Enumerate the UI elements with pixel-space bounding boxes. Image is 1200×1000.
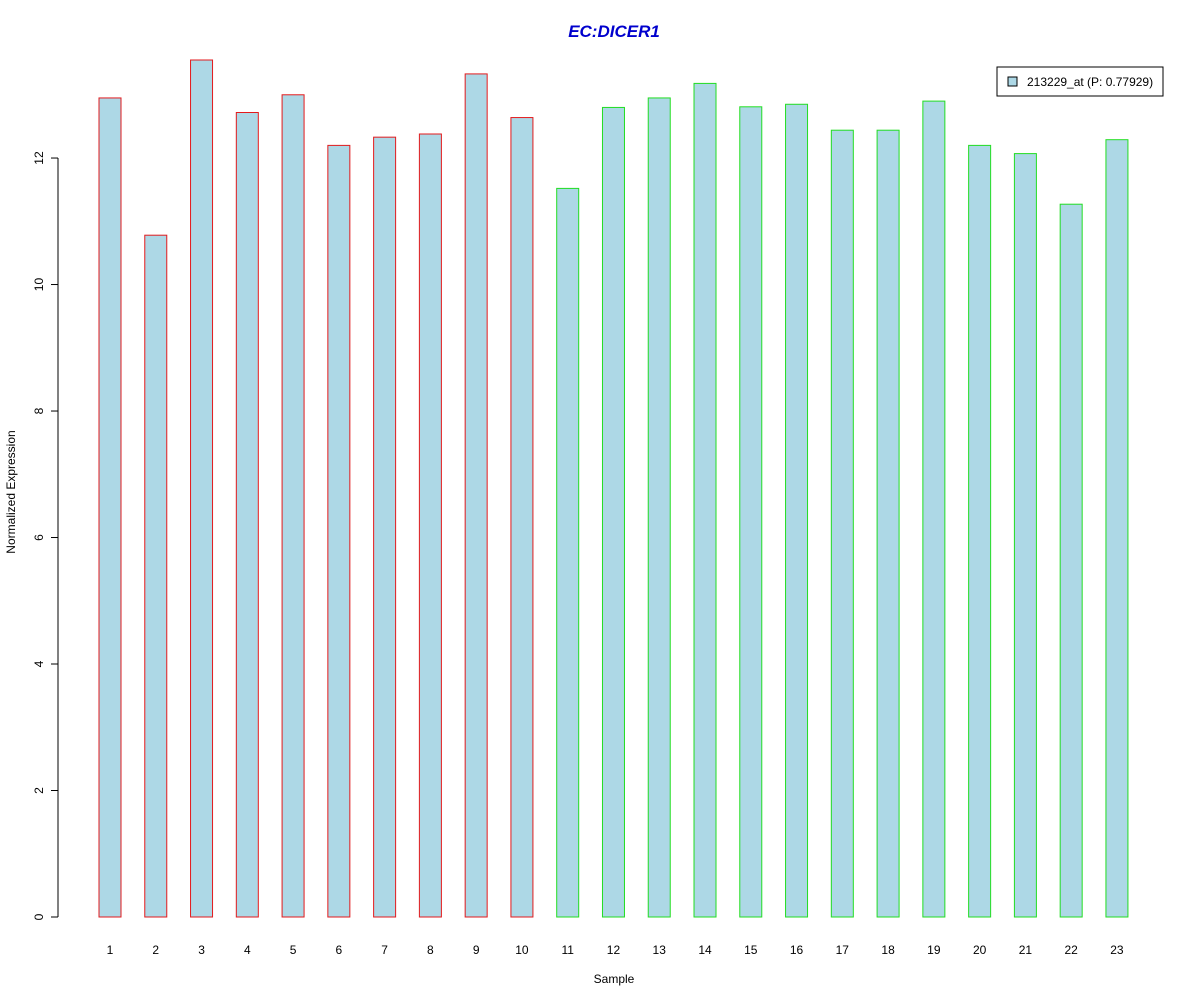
bar — [235, 111, 259, 918]
legend-entry: 213229_at (P: 0.77929) — [1027, 75, 1153, 89]
x-tick-label: 13 — [653, 943, 667, 957]
bar — [327, 144, 351, 918]
x-tick-label: 12 — [607, 943, 621, 957]
y-tick-label: 6 — [32, 534, 46, 541]
bar — [418, 133, 442, 918]
bar — [1105, 139, 1129, 918]
x-tick-label: 14 — [698, 943, 712, 957]
bar — [647, 97, 671, 918]
legend: 213229_at (P: 0.77929) — [996, 66, 1164, 97]
bar — [144, 234, 168, 918]
x-tick-label: 11 — [561, 943, 574, 957]
bar — [1013, 153, 1037, 918]
x-tick-label: 15 — [744, 943, 758, 957]
x-axis-label: Sample — [594, 972, 635, 986]
bar — [556, 187, 580, 918]
y-axis-label: Normalized Expression — [4, 430, 18, 553]
x-tick-label: 9 — [473, 943, 480, 957]
x-tick-label: 17 — [836, 943, 850, 957]
bar — [281, 94, 305, 918]
bar — [1059, 203, 1083, 918]
x-tick-label: 2 — [152, 943, 159, 957]
legend-box — [996, 66, 1164, 97]
legend-swatch — [1007, 76, 1018, 87]
bars — [98, 59, 1129, 918]
bar — [190, 59, 214, 918]
y-tick-label: 12 — [32, 151, 46, 165]
x-tick-label: 5 — [290, 943, 297, 957]
bar — [968, 144, 992, 918]
x-tick-label: 6 — [336, 943, 343, 957]
bar — [876, 129, 900, 918]
x-tick-label: 18 — [881, 943, 895, 957]
bar — [373, 136, 397, 918]
bar — [785, 103, 809, 918]
bar — [510, 117, 534, 918]
x-tick-label: 10 — [515, 943, 529, 957]
x-tick-label: 8 — [427, 943, 434, 957]
bar — [830, 129, 854, 918]
bar — [464, 73, 488, 918]
bar — [693, 82, 717, 918]
y-tick-label: 8 — [32, 407, 46, 414]
bar — [601, 106, 625, 918]
bar — [739, 106, 763, 918]
x-tick-label: 21 — [1019, 943, 1033, 957]
x-tick-label: 1 — [107, 943, 114, 957]
x-tick-label: 20 — [973, 943, 987, 957]
y-tick-label: 0 — [32, 913, 46, 920]
x-tick-label: 22 — [1064, 943, 1078, 957]
bar — [98, 97, 122, 918]
bar — [922, 100, 946, 918]
y-tick-label: 4 — [32, 660, 46, 667]
x-tick-label: 23 — [1110, 943, 1124, 957]
x-tick-label: 4 — [244, 943, 251, 957]
x-tick-label: 16 — [790, 943, 804, 957]
x-tick-label: 19 — [927, 943, 941, 957]
y-tick-label: 10 — [32, 278, 46, 292]
x-tick-label: 7 — [381, 943, 388, 957]
x-axis-tick-labels: 1 2 3 4 5 6 7 8 9 10 11 12 13 14 15 16 17 18 19 20 21 22 23 — [107, 943, 1124, 957]
chart-title: EC:DICER1 — [568, 22, 660, 41]
y-tick-label: 2 — [32, 787, 46, 794]
x-tick-label: 3 — [198, 943, 205, 957]
y-axis: 0 2 4 6 8 10 12 — [32, 151, 59, 920]
